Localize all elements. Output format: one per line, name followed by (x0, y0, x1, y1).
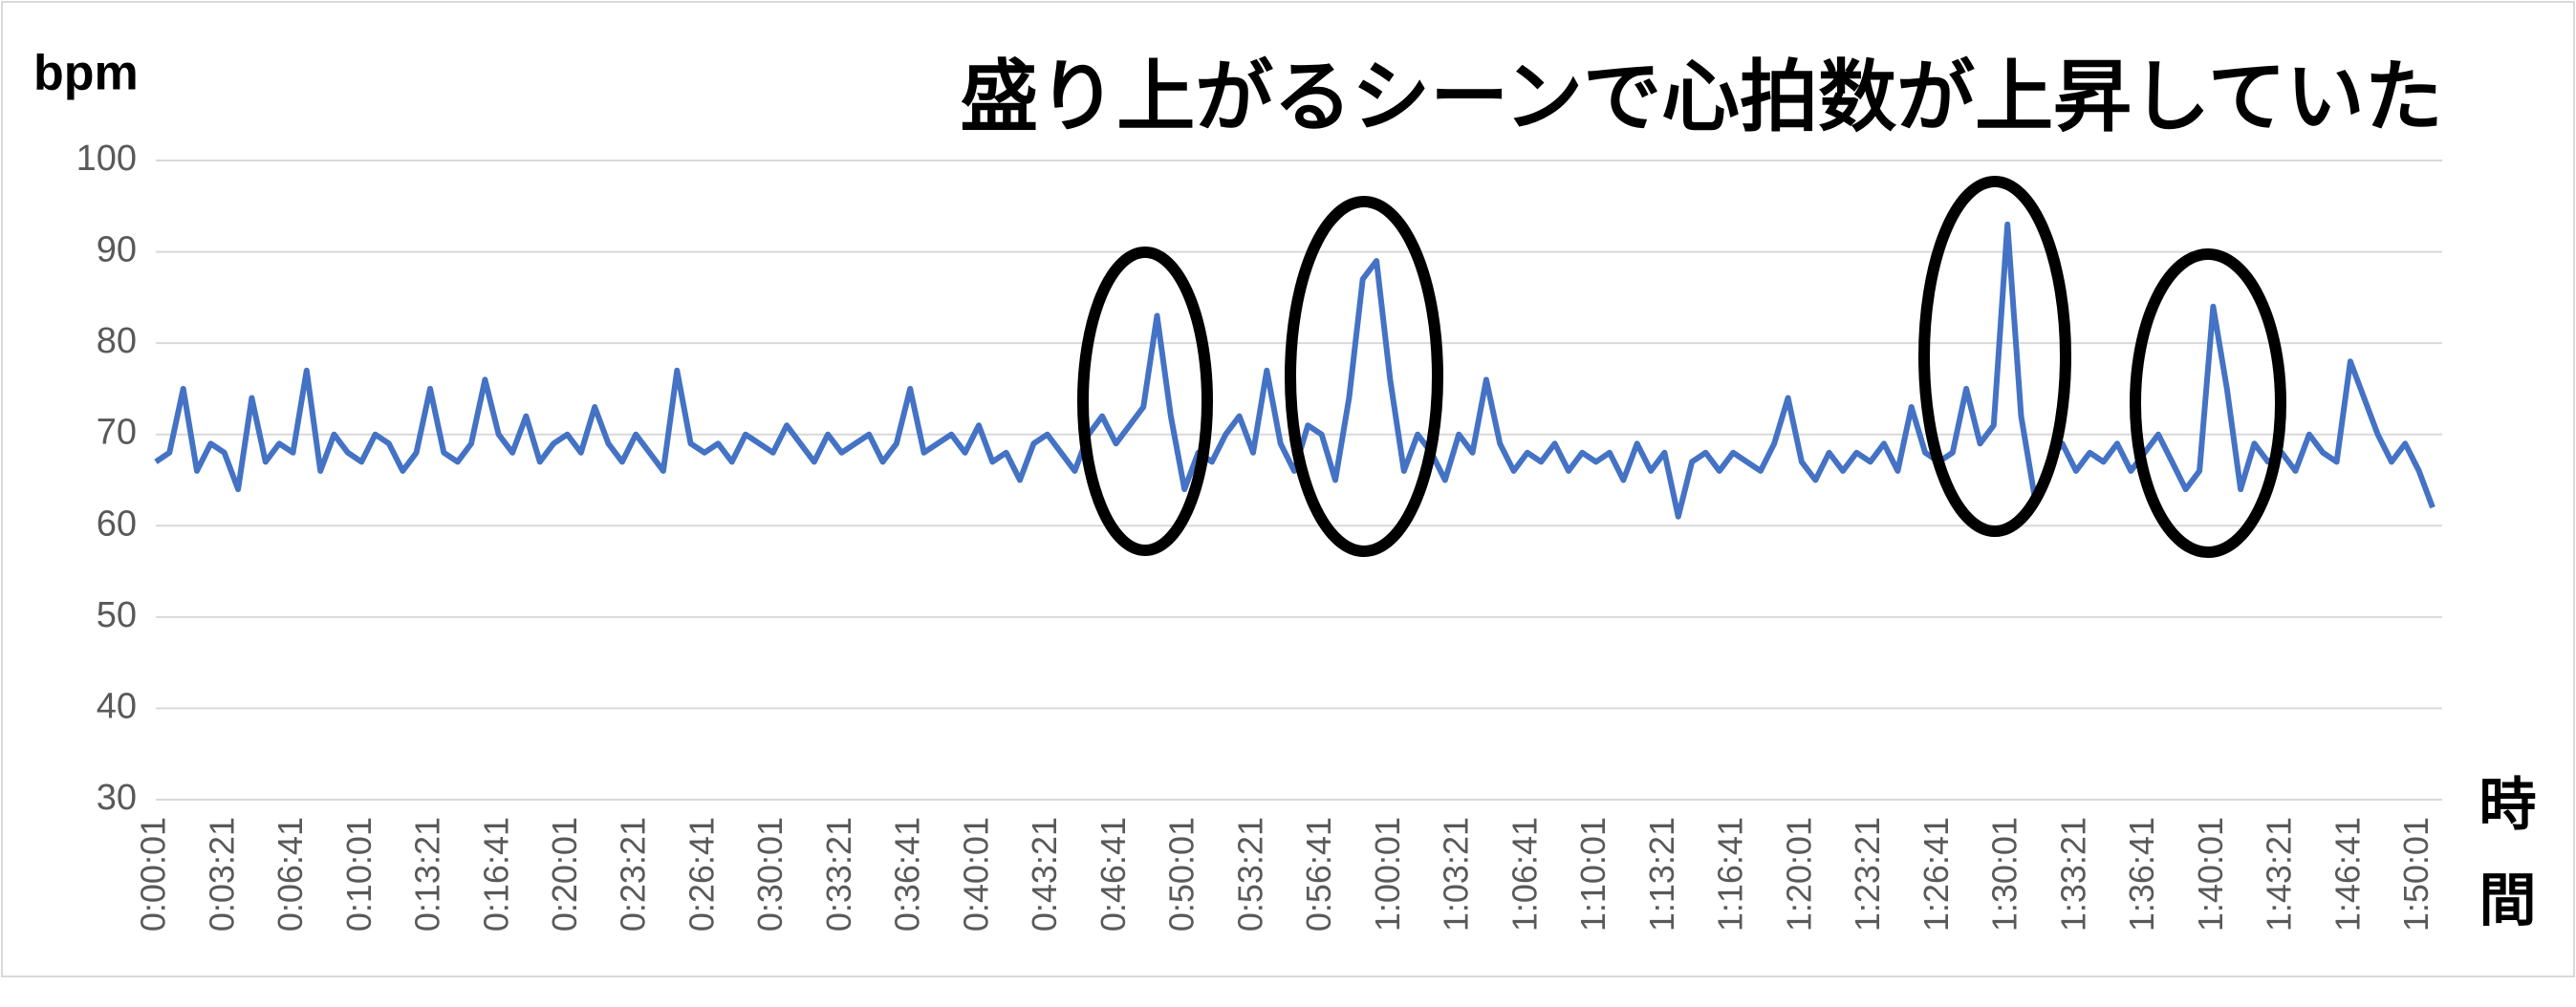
x-tick-label: 1:10:01 (1573, 817, 1613, 932)
x-tick-label: 1:40:01 (2191, 817, 2230, 932)
y-tick-label: 90 (97, 230, 137, 270)
x-tick-label: 0:56:41 (1299, 817, 1338, 932)
x-tick-label: 1:13:21 (1642, 817, 1681, 932)
x-tick-label: 0:40:01 (956, 817, 995, 932)
highlight-ellipse (2130, 248, 2286, 558)
x-tick-label: 0:13:21 (408, 817, 447, 932)
x-tick-label: 1:33:21 (2053, 817, 2092, 932)
x-tick-label: 1:03:21 (1437, 817, 1476, 932)
x-tick-label: 0:20:01 (545, 817, 584, 932)
y-tick-label: 100 (76, 139, 137, 179)
x-axis-label: 時間 (2471, 774, 2535, 965)
x-tick-label: 1:00:01 (1368, 817, 1407, 932)
x-tick-label: 0:50:01 (1162, 817, 1201, 932)
x-tick-label: 1:20:01 (1779, 817, 1818, 932)
x-tick-label: 1:46:41 (2327, 817, 2367, 932)
x-tick-label: 1:06:41 (1504, 817, 1544, 932)
x-tick-label: 0:03:21 (202, 817, 241, 932)
highlight-ellipse (1077, 246, 1213, 556)
x-tick-label: 1:16:41 (1711, 817, 1750, 932)
y-tick-label: 60 (97, 504, 137, 544)
annotations (1077, 176, 2286, 558)
x-tick-label: 1:36:41 (2122, 817, 2161, 932)
x-tick-label: 0:46:41 (1093, 817, 1133, 932)
y-tick-label: 70 (97, 413, 137, 453)
highlight-ellipse (1285, 196, 1443, 557)
x-tick-label: 0:36:41 (888, 817, 927, 932)
x-tick-label: 0:00:01 (134, 817, 173, 932)
x-tick-label: 1:26:41 (1916, 817, 1956, 932)
x-tick-label: 0:30:01 (750, 817, 790, 932)
y-tick-label: 30 (97, 778, 137, 818)
chart-title: 盛り上がるシーンで心拍数が上昇していた (960, 54, 2442, 141)
x-tick-label: 0:23:21 (614, 817, 653, 932)
y-axis-label: bpm (33, 46, 139, 101)
y-tick-label: 50 (97, 595, 137, 635)
x-tick-label: 1:30:01 (1985, 817, 2024, 932)
x-tick-label: 1:50:01 (2396, 817, 2435, 932)
x-tick-label: 0:33:21 (819, 817, 858, 932)
y-tick-label: 40 (97, 686, 137, 726)
x-tick-label: 0:10:01 (339, 817, 379, 932)
highlight-ellipse (1918, 176, 2071, 537)
x-tick-label: 0:43:21 (1025, 817, 1064, 932)
x-tick-label: 1:23:21 (1848, 817, 1887, 932)
y-tick-label: 80 (97, 321, 137, 361)
x-tick-label: 0:16:41 (476, 817, 515, 932)
x-tick-label: 0:26:41 (682, 817, 721, 932)
x-tick-label: 0:53:21 (1230, 817, 1269, 932)
grid: 30 40 50 60 70 80 90 100 0:00:01 0:03:21 0:06:41 0:… (76, 139, 2442, 932)
x-tick-label: 1:43:21 (2260, 817, 2299, 932)
x-tick-label: 0:06:41 (271, 817, 310, 932)
